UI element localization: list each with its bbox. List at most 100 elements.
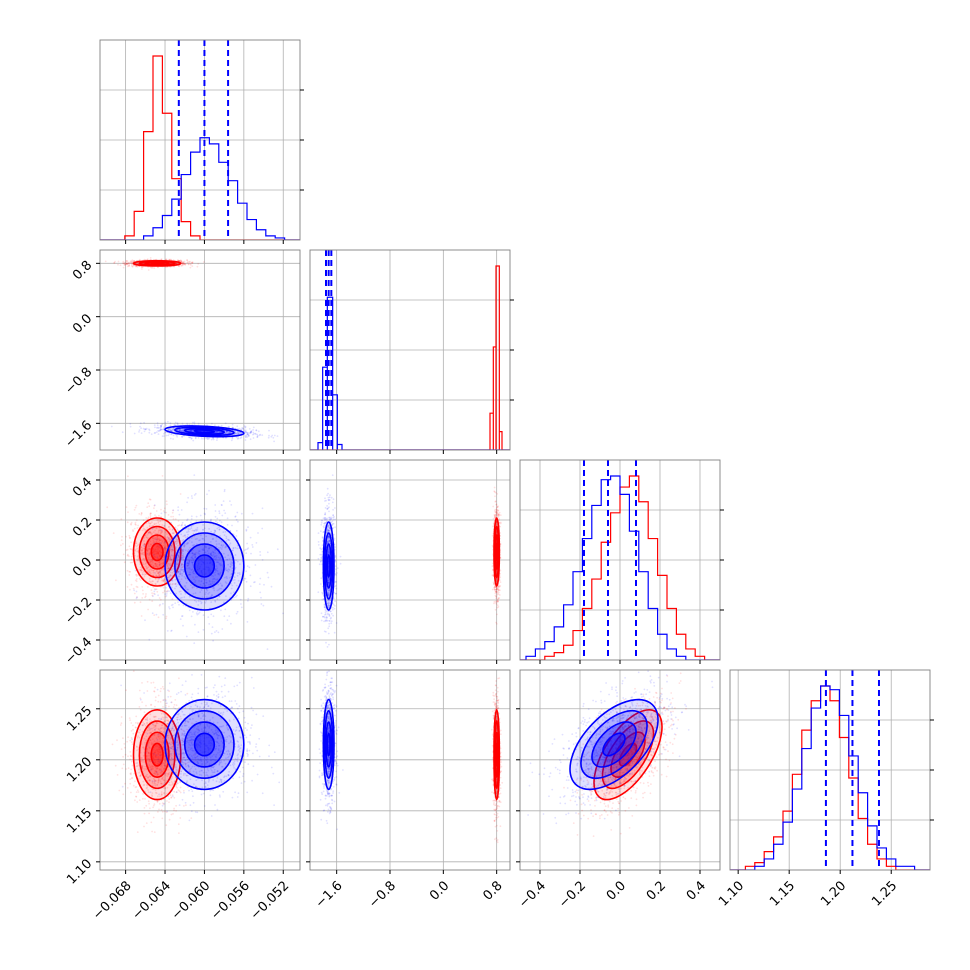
sample-point xyxy=(327,507,329,509)
sample-point xyxy=(180,429,183,432)
sample-point xyxy=(128,545,131,548)
sample-point xyxy=(216,430,219,433)
sample-point xyxy=(180,509,183,511)
sample-point xyxy=(182,553,185,555)
sample-point xyxy=(210,613,213,616)
sample-point xyxy=(167,567,170,569)
sample-point xyxy=(200,577,203,580)
sample-point xyxy=(244,429,247,432)
sample-point xyxy=(161,530,164,533)
sample-point xyxy=(200,580,203,583)
sample-point xyxy=(169,546,172,549)
sample-point xyxy=(172,509,175,512)
sample-point xyxy=(207,438,209,440)
sample-point xyxy=(191,544,194,547)
sample-point xyxy=(163,547,166,550)
sample-point xyxy=(157,580,159,583)
contour-red xyxy=(144,534,170,570)
sample-point xyxy=(219,556,222,559)
y-tick-label: −0.4 xyxy=(62,635,95,668)
sample-point xyxy=(133,509,136,511)
sample-point xyxy=(180,557,182,560)
sample-point xyxy=(223,509,226,512)
sample-point xyxy=(207,566,210,569)
sample-point xyxy=(190,537,193,539)
sample-point xyxy=(182,539,185,541)
sample-point xyxy=(159,598,162,601)
sample-point xyxy=(152,586,155,588)
sample-point xyxy=(158,597,161,599)
sample-point xyxy=(328,613,331,616)
sample-point xyxy=(179,570,182,572)
sample-point xyxy=(209,562,211,565)
sample-point xyxy=(239,437,242,439)
sample-point xyxy=(234,566,237,569)
panel-1-0: −1.6−0.80.00.8 xyxy=(62,249,301,454)
sample-point xyxy=(250,431,252,434)
sample-point xyxy=(130,583,133,586)
sample-point xyxy=(181,549,184,551)
sample-point xyxy=(215,430,217,433)
sample-point xyxy=(128,570,131,573)
sample-point xyxy=(158,561,161,563)
sample-point xyxy=(209,560,212,563)
sample-point xyxy=(149,568,152,571)
sample-point xyxy=(236,431,239,434)
sample-point xyxy=(236,511,239,514)
sample-point xyxy=(327,581,330,584)
sample-point xyxy=(189,528,191,530)
sample-point xyxy=(147,608,150,611)
sample-point xyxy=(197,437,200,439)
sample-point xyxy=(192,559,195,562)
sample-point xyxy=(240,436,243,439)
sample-point xyxy=(171,544,174,547)
sample-point xyxy=(141,529,144,532)
sample-point xyxy=(233,576,236,578)
sample-point xyxy=(169,555,172,558)
sample-point xyxy=(158,563,161,566)
sample-point xyxy=(243,429,246,432)
sample-point xyxy=(234,516,237,518)
sample-point xyxy=(320,519,323,522)
sample-point xyxy=(172,555,175,557)
sample-point xyxy=(218,510,221,513)
sample-point xyxy=(187,496,190,499)
sample-point xyxy=(153,432,156,434)
sample-point xyxy=(210,632,213,635)
sample-point xyxy=(239,428,242,431)
sample-point xyxy=(259,577,262,580)
sample-point xyxy=(181,555,184,557)
sample-point xyxy=(177,554,180,557)
sample-point xyxy=(178,554,180,556)
sample-point xyxy=(132,260,135,262)
sample-point xyxy=(181,262,184,265)
sample-point xyxy=(154,565,157,568)
sample-point xyxy=(225,430,228,433)
sample-point xyxy=(496,600,499,603)
sample-point xyxy=(164,546,167,548)
sample-point xyxy=(186,542,189,545)
sample-point xyxy=(328,622,331,625)
sample-point xyxy=(220,587,223,590)
sample-point xyxy=(159,546,162,549)
sample-point xyxy=(229,431,232,434)
sample-point xyxy=(180,524,183,527)
sample-point xyxy=(174,578,177,581)
sample-point xyxy=(180,558,183,561)
sample-point xyxy=(163,511,166,514)
sample-point xyxy=(216,589,219,592)
sample-point xyxy=(148,571,151,573)
scatter-blue xyxy=(133,474,284,650)
sample-point xyxy=(222,500,225,502)
sample-point xyxy=(150,533,153,536)
sample-point xyxy=(158,514,160,517)
sample-point xyxy=(126,548,129,551)
sample-point xyxy=(182,558,185,561)
sample-point xyxy=(228,615,231,617)
sample-point xyxy=(179,429,181,432)
sample-point xyxy=(201,537,204,540)
sample-point xyxy=(187,567,190,570)
sample-point xyxy=(128,264,130,267)
sample-point xyxy=(162,562,165,564)
sample-point xyxy=(179,573,181,575)
